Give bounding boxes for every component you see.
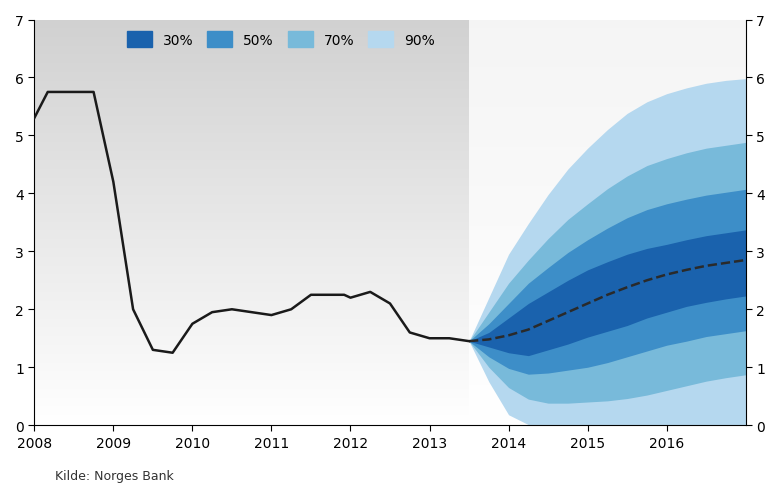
Text: Kilde: Norges Bank: Kilde: Norges Bank [55,469,173,482]
Legend: 30%, 50%, 70%, 90%: 30%, 50%, 70%, 90% [126,31,435,48]
